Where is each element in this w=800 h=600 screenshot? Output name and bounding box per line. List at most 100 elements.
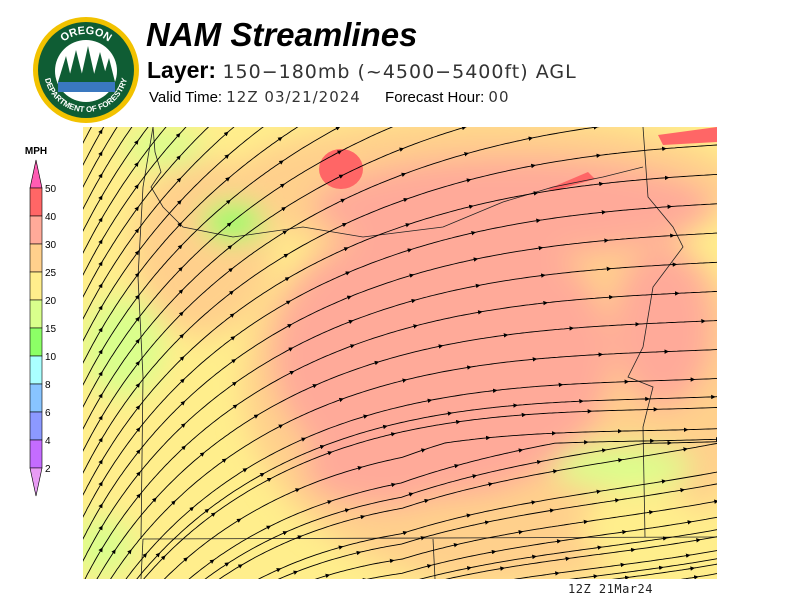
flow-arrow [288, 347, 294, 352]
svg-text:OREGON: OREGON [58, 25, 113, 45]
legend-underflow-arrow [29, 467, 43, 497]
streamline [83, 127, 133, 210]
flow-arrow [453, 543, 459, 548]
legend-tick-label: 4 [45, 436, 51, 447]
flow-arrow [473, 257, 479, 262]
flow-arrow [357, 466, 363, 471]
flow-arrow [344, 508, 350, 513]
streamline [83, 127, 210, 298]
max-wind-core [548, 172, 595, 191]
flow-arrow [278, 160, 284, 165]
flow-arrow [98, 261, 103, 267]
flow-arrow [325, 573, 331, 579]
flow-arrow [472, 474, 478, 479]
flow-arrow [466, 513, 472, 518]
flow-arrow [176, 177, 182, 183]
flow-arrow [348, 319, 354, 325]
flow-arrow [98, 239, 103, 245]
flow-arrow [282, 230, 288, 235]
flow-arrow [98, 305, 103, 311]
layer-value: 150−180mb (~4500−5400ft) AGL [222, 61, 577, 83]
flow-arrow [98, 393, 103, 399]
flow-arrow [135, 449, 141, 455]
flow-arrow [98, 217, 103, 223]
flow-arrow [135, 427, 141, 433]
legend-tick-label: 10 [45, 352, 57, 363]
flow-arrow [229, 313, 235, 318]
flow-arrow [461, 127, 467, 131]
flow-arrow [98, 129, 103, 135]
flow-arrow [426, 564, 432, 569]
flow-arrow [518, 448, 524, 453]
flow-arrow [98, 173, 103, 179]
flow-arrow [136, 493, 141, 499]
flow-arrow [284, 277, 290, 282]
flow-arrow [401, 172, 407, 177]
flow-arrow [484, 520, 490, 525]
flow-arrow [98, 195, 103, 201]
flow-arrow [363, 414, 369, 419]
flow-arrow [488, 482, 494, 487]
flow-arrow [177, 244, 183, 250]
streamlines [83, 127, 717, 579]
flow-arrow [279, 183, 285, 189]
flow-arrow [552, 469, 558, 474]
valid-value: 12Z 03/21/2024 [226, 88, 361, 106]
flow-arrow [232, 404, 238, 409]
flow-arrow [391, 482, 396, 488]
legend-tick-label: 50 [45, 184, 57, 195]
flow-arrow [98, 437, 103, 443]
streamline [188, 438, 717, 579]
flow-arrow [471, 230, 476, 236]
flow-arrow [151, 497, 157, 503]
flow-arrow [136, 471, 141, 477]
flow-arrow [134, 294, 140, 300]
flow-arrow [341, 223, 347, 228]
flow-arrow [289, 370, 295, 376]
flow-arrow [98, 525, 103, 531]
flow-arrow [199, 452, 205, 457]
flow-arrow [409, 273, 415, 278]
streamline [218, 442, 717, 579]
flow-arrow [127, 549, 132, 555]
flow-arrow [335, 127, 341, 131]
flow-arrow [295, 488, 301, 493]
flow-arrow [98, 459, 103, 465]
flow-arrow [178, 311, 184, 317]
flow-arrow [142, 552, 148, 558]
flow-arrow [135, 405, 141, 411]
streamline [83, 203, 717, 518]
flow-arrow [463, 152, 469, 157]
flow-arrow [266, 525, 272, 530]
streamline [83, 261, 717, 562]
flow-arrow [466, 566, 472, 571]
flow-arrow [405, 223, 411, 228]
flow-arrow [533, 191, 539, 196]
flow-arrow [204, 508, 210, 514]
flow-arrow [133, 139, 139, 145]
flow-arrow [179, 356, 185, 361]
valid-time-info: Valid Time: 12Z 03/21/2024 Forecast Hour… [149, 88, 510, 106]
flow-arrow [403, 197, 409, 203]
legend-tick-label: 40 [45, 212, 57, 223]
oregon-forestry-logo: OREGON DEPARTMENT OF FORESTRY [33, 17, 139, 123]
streamline [96, 320, 717, 579]
flow-arrow [98, 415, 103, 421]
legend-swatch [29, 299, 43, 329]
flow-arrow [134, 206, 139, 212]
flow-arrow [189, 506, 194, 512]
streamline [513, 550, 717, 579]
legend-tick-label: 25 [45, 268, 57, 279]
flow-arrow [221, 458, 227, 463]
flow-arrow [466, 178, 472, 183]
flow-arrow [338, 545, 344, 550]
flow-arrow [301, 437, 307, 442]
flow-arrow [111, 549, 116, 555]
flow-arrow [98, 371, 103, 377]
flow-arrow [98, 349, 103, 355]
flow-arrow [170, 500, 176, 506]
flow-arrow [349, 344, 355, 349]
flow-arrow [224, 154, 230, 159]
flow-arrow [327, 451, 333, 456]
